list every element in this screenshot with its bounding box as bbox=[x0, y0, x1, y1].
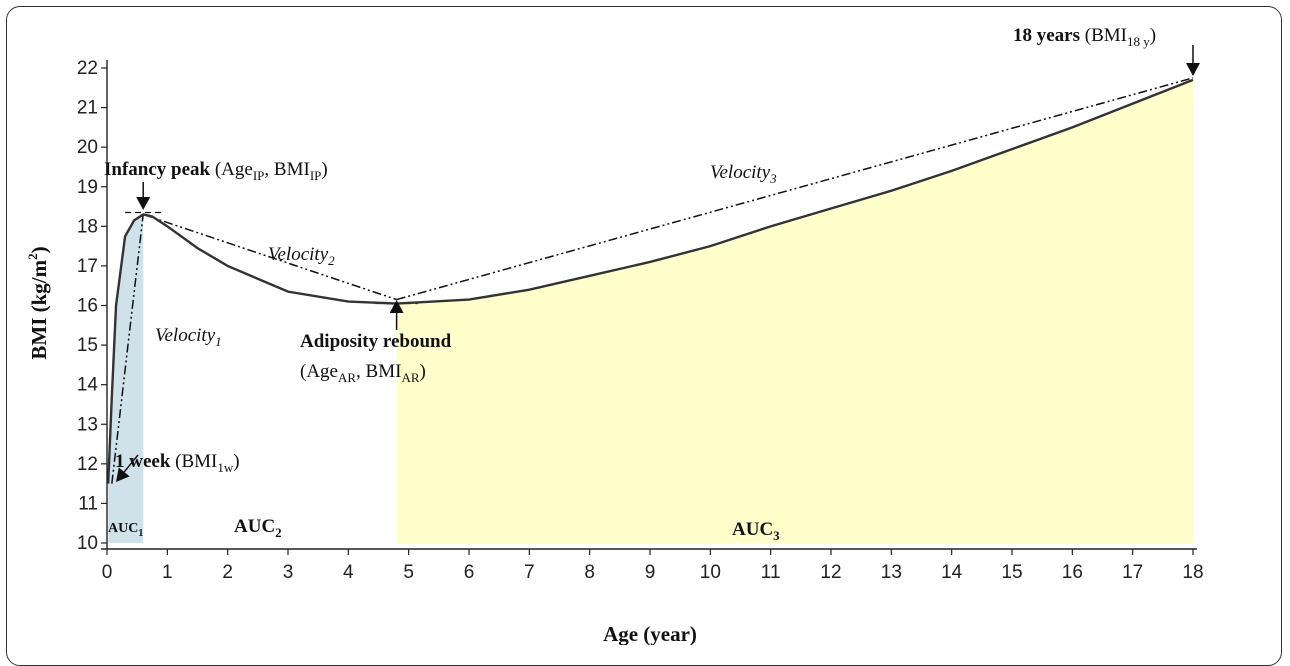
x-tick-label: 8 bbox=[584, 562, 595, 583]
x-tick-label: 3 bbox=[283, 562, 294, 583]
x-tick-label: 12 bbox=[820, 562, 841, 583]
label-velocity-2: Velocity2 bbox=[268, 244, 335, 268]
x-tick-label: 13 bbox=[881, 562, 902, 583]
x-tick-label: 6 bbox=[464, 562, 475, 583]
y-tick-label: 10 bbox=[77, 533, 98, 554]
bmi-curve bbox=[107, 78, 1194, 484]
velocity-line-3 bbox=[396, 77, 1194, 301]
x-tick-label: 4 bbox=[343, 562, 354, 583]
y-tick-label: 18 bbox=[77, 216, 98, 237]
x-tick-label: 18 bbox=[1182, 562, 1203, 583]
label-auc-3: AUC3 bbox=[732, 519, 780, 543]
annotation-infancy-peak: Infancy peak (AgeIP, BMIIP) bbox=[104, 159, 328, 183]
annotation-adiposity-rebound-title: Adiposity rebound bbox=[300, 331, 452, 352]
y-tick-label: 14 bbox=[77, 375, 99, 396]
eighteen-years-arrow bbox=[1186, 45, 1200, 76]
y-tick-label: 19 bbox=[77, 177, 98, 198]
x-tick-label: 14 bbox=[941, 562, 963, 583]
label-auc-2: AUC2 bbox=[234, 516, 282, 540]
x-tick-label: 1 bbox=[162, 562, 173, 583]
annotation-one-week: 1 week (BMI1w) bbox=[115, 451, 240, 475]
infancy-peak-arrow-head bbox=[136, 197, 151, 210]
x-tick-label: 9 bbox=[645, 562, 656, 583]
adiposity-rebound-arrow-head bbox=[389, 300, 404, 313]
adiposity-rebound-arrow bbox=[389, 300, 404, 330]
infancy-peak-arrow bbox=[136, 182, 151, 210]
y-tick-label: 11 bbox=[78, 493, 98, 514]
x-axis-label: Age (year) bbox=[603, 622, 697, 645]
x-tick-label: 10 bbox=[700, 562, 721, 583]
y-tick-label: 12 bbox=[77, 454, 98, 475]
y-tick-label: 15 bbox=[77, 335, 98, 356]
label-velocity-3: Velocity3 bbox=[710, 162, 777, 186]
x-tick-label: 11 bbox=[761, 562, 781, 583]
eighteen-years-arrow-head bbox=[1186, 63, 1200, 76]
one-week-arrow-shaft bbox=[123, 454, 139, 473]
y-tick-label: 21 bbox=[77, 98, 98, 119]
y-axis-label: BMI (kg/m2) bbox=[25, 246, 51, 359]
x-tick-label: 15 bbox=[1001, 562, 1022, 583]
y-tick-label: 20 bbox=[77, 137, 98, 158]
velocity-line-1 bbox=[111, 214, 144, 484]
x-tick-label: 16 bbox=[1062, 562, 1083, 583]
velocity-line-2 bbox=[142, 213, 397, 301]
annotation-eighteen-years: 18 years (BMI18 y) bbox=[1013, 25, 1156, 49]
one-week-arrow bbox=[116, 454, 139, 482]
label-auc-1: AUC1 bbox=[108, 521, 143, 539]
y-tick-label: 16 bbox=[77, 296, 98, 317]
x-tick-label: 0 bbox=[102, 562, 113, 583]
label-velocity-1: Velocity1 bbox=[155, 325, 222, 349]
bmi-growth-chart: 0 1 2 3 4 5 6 7 8 9 10 11 12 13 14 15 16 17 18101112131415… bbox=[25, 25, 1204, 645]
auc-region-1 bbox=[108, 214, 144, 544]
x-tick-label: 17 bbox=[1122, 562, 1143, 583]
annotation-adiposity-rebound-params: (AgeAR, BMIAR) bbox=[300, 361, 426, 385]
auc-region-3 bbox=[396, 79, 1194, 543]
y-tick-label: 13 bbox=[77, 414, 98, 435]
x-tick-label: 5 bbox=[403, 562, 414, 583]
x-tick-label: 7 bbox=[524, 562, 535, 583]
y-tick-label: 22 bbox=[77, 58, 98, 79]
x-tick-label: 2 bbox=[222, 562, 233, 583]
y-tick-label: 17 bbox=[77, 256, 98, 277]
one-week-arrow-head bbox=[116, 467, 130, 482]
